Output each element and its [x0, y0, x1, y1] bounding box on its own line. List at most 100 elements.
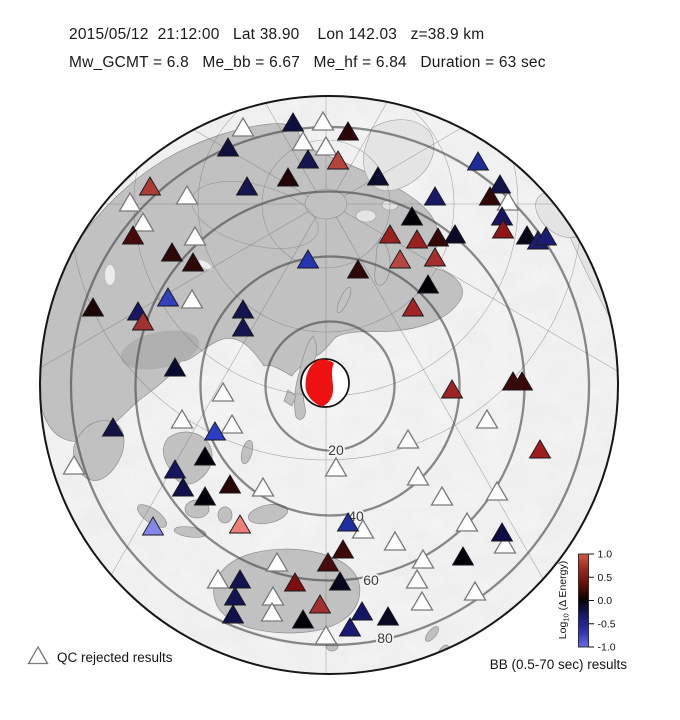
- station-marker: [376, 606, 400, 626]
- meridian-line: [45, 96, 317, 192]
- station-markers: [62, 110, 558, 645]
- station-marker: [101, 417, 125, 437]
- station-qc-rejected: [314, 135, 338, 156]
- station-marker: [416, 274, 440, 294]
- distance-ring-label-80: 80: [377, 630, 393, 646]
- station-qc-rejected: [211, 381, 235, 402]
- station-marker: [316, 552, 340, 572]
- station-marker: [491, 219, 515, 239]
- station-marker: [443, 224, 467, 244]
- colorbar-tick-label: 1.0: [598, 549, 613, 561]
- station-qc-rejected: [411, 548, 435, 569]
- colorbar: 1.0 0.5 0.0 -0.5 -1.0 Log10 (Δ Energy) BB (0…: [490, 549, 628, 673]
- station-marker: [331, 539, 355, 559]
- station-marker: [291, 609, 315, 629]
- station-qc-rejected: [180, 288, 204, 309]
- station-marker: [326, 150, 350, 170]
- station-qc-rejected: [183, 225, 207, 246]
- station-qc-rejected: [175, 184, 199, 205]
- colorbar-ticks: 1.0 0.5 0.0 -0.5 -1.0: [588, 549, 616, 654]
- station-marker: [281, 112, 305, 132]
- station-marker: [350, 601, 374, 621]
- station-qc-rejected: [62, 454, 86, 475]
- qc-rejected-label: QC rejected results: [57, 650, 173, 665]
- beachball-compressional-lobe: [305, 359, 334, 407]
- station-qc-rejected: [430, 485, 454, 506]
- station-qc-rejected: [485, 480, 509, 501]
- station-qc-rejected: [396, 428, 420, 449]
- station-qc-rejected: [311, 110, 335, 131]
- station-marker: [510, 371, 534, 391]
- bb-results-label: BB (0.5-70 sec) results: [490, 657, 628, 672]
- station-marker: [400, 206, 424, 226]
- map-boundary-circle: [39, 95, 619, 675]
- station-marker: [121, 225, 145, 245]
- station-marker: [488, 174, 512, 194]
- station-marker: [401, 297, 425, 317]
- station-marker: [231, 317, 255, 337]
- station-marker: [228, 569, 252, 589]
- qc-rejected-triangle-icon: [27, 645, 49, 665]
- station-marker: [423, 186, 447, 206]
- station-marker: [346, 259, 370, 279]
- station-marker: [163, 459, 187, 479]
- station-qc-rejected: [455, 511, 479, 532]
- station-marker: [193, 446, 217, 466]
- station-qc-rejected: [118, 191, 142, 212]
- station-qc-rejected: [231, 116, 255, 137]
- station-marker: [218, 474, 242, 494]
- station-qc-rejected: [206, 568, 230, 589]
- station-marker: [534, 226, 558, 246]
- colorbar-tick-label: 0.5: [598, 572, 613, 584]
- station-marker: [466, 151, 490, 171]
- station-marker: [426, 227, 450, 247]
- qc-legend: QC rejected results: [27, 645, 173, 665]
- station-marker: [131, 311, 155, 331]
- station-qc-rejected: [251, 476, 275, 497]
- meridian-line: [343, 96, 618, 197]
- station-qc-rejected: [265, 551, 289, 572]
- meridian-line: [343, 211, 618, 485]
- station-marker: [163, 357, 187, 377]
- station-marker: [193, 486, 217, 506]
- station-qc-rejected: [475, 408, 499, 429]
- station-marker: [171, 477, 195, 497]
- station-qc-rejected: [406, 465, 430, 486]
- station-marker: [276, 167, 300, 187]
- station-marker: [296, 149, 320, 169]
- station-marker: [515, 225, 539, 245]
- station-marker: [388, 249, 412, 269]
- station-marker: [223, 586, 247, 606]
- station-qc-rejected: [324, 456, 348, 477]
- colorbar-tick-label: -0.5: [598, 618, 616, 630]
- station-marker: [296, 249, 320, 269]
- station-qc-rejected: [170, 408, 194, 429]
- station-marker: [81, 297, 105, 317]
- event-magnitude-line2: Mw_GCMT = 6.8 Me_bb = 6.67 Me_hf = 6.84 …: [69, 54, 546, 71]
- station-qc-rejected: [493, 533, 517, 554]
- station-qc-rejected: [410, 590, 434, 611]
- station-marker: [440, 379, 464, 399]
- distance-ring-40: [199, 255, 461, 517]
- station-marker: [283, 572, 307, 592]
- station-marker: [336, 512, 360, 532]
- distance-ring-label-60: 60: [363, 572, 379, 588]
- station-marker: [423, 247, 447, 267]
- station-qc-rejected: [383, 530, 407, 551]
- station-marker: [308, 594, 332, 614]
- station-marker: [221, 604, 245, 624]
- station-qc-rejected: [405, 568, 429, 589]
- station-qc-rejected: [260, 601, 284, 622]
- station-marker: [478, 186, 502, 206]
- colorbar-tick-label: 0.0: [598, 595, 613, 607]
- station-marker: [216, 137, 240, 157]
- station-qc-rejected: [314, 624, 338, 645]
- station-marker: [141, 516, 165, 536]
- station-qc-rejected: [463, 580, 487, 601]
- station-qc-rejected: [291, 130, 315, 151]
- station-marker: [203, 421, 227, 441]
